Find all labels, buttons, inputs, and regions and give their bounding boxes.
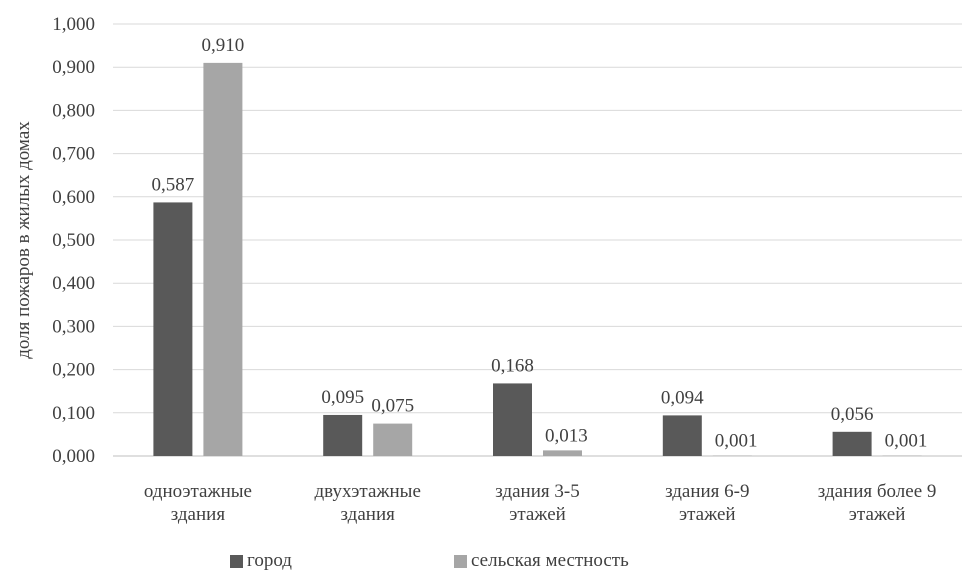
data-label: 0,094 — [661, 387, 704, 408]
data-label: 0,013 — [545, 425, 588, 446]
x-tick-label: здания 6-9 — [665, 481, 749, 502]
legend: город сельская местность — [0, 550, 977, 572]
legend-swatch — [454, 554, 467, 568]
y-tick-label: 0,100 — [52, 403, 95, 424]
bar-chart: 0,000 0,100 0,200 0,300 0,400 0,500 0,600 0,700… — [13, 14, 962, 525]
bar — [203, 62, 243, 456]
x-tick-label: здания 3-5 — [495, 481, 579, 502]
bars — [153, 62, 922, 456]
y-tick-label: 0,200 — [52, 360, 95, 381]
legend-item-series-0: город — [230, 550, 292, 572]
data-label: 0,001 — [885, 431, 928, 452]
y-tick-label: 0,400 — [52, 273, 95, 294]
bar — [373, 423, 413, 456]
bar — [662, 415, 702, 456]
data-label: 0,075 — [371, 396, 414, 417]
y-axis-ticks: 0,000 0,100 0,200 0,300 0,400 0,500 0,600 0,700… — [52, 14, 95, 467]
y-tick-label: 0,500 — [52, 230, 95, 251]
data-labels: 0,587 0,910 0,095 0,075 0,168 0,013 0,094 0,001… — [152, 35, 928, 452]
x-tick-label: этажей — [509, 504, 566, 525]
gridlines — [113, 23, 962, 457]
x-tick-label: здания — [171, 504, 226, 525]
data-label: 0,056 — [831, 404, 874, 425]
x-tick-label: этажей — [679, 504, 736, 525]
data-label: 0,168 — [491, 355, 534, 376]
y-tick-label: 0,700 — [52, 144, 95, 165]
data-label: 0,910 — [202, 35, 245, 56]
x-tick-label: двухэтажные — [315, 481, 421, 502]
x-axis-ticks: одноэтажныезданиядвухэтажныезданияздания… — [144, 481, 937, 525]
y-axis-label: доля пожаров в жилых домах — [13, 121, 34, 359]
x-tick-label: здания — [341, 504, 396, 525]
bar — [323, 414, 363, 456]
y-tick-label: 0,800 — [52, 100, 95, 121]
y-tick-label: 0,600 — [52, 187, 95, 208]
data-label: 0,587 — [152, 174, 195, 195]
y-tick-label: 0,300 — [52, 316, 95, 337]
data-label: 0,095 — [321, 387, 364, 408]
x-tick-label: здания более 9 — [818, 481, 937, 502]
bar — [493, 383, 532, 456]
y-tick-label: 0,900 — [52, 57, 95, 78]
data-label: 0,001 — [715, 431, 758, 452]
y-tick-label: 0,000 — [52, 446, 95, 467]
bar — [832, 431, 872, 456]
legend-swatch — [230, 554, 243, 568]
legend-label: сельская местность — [471, 550, 629, 571]
x-tick-label: одноэтажные — [144, 481, 252, 502]
bar — [153, 202, 193, 456]
y-tick-label: 1,000 — [52, 14, 95, 35]
bar — [543, 450, 582, 456]
x-tick-label: этажей — [849, 504, 906, 525]
legend-label: город — [247, 550, 292, 571]
legend-item-series-1: сельская местность — [454, 550, 629, 572]
